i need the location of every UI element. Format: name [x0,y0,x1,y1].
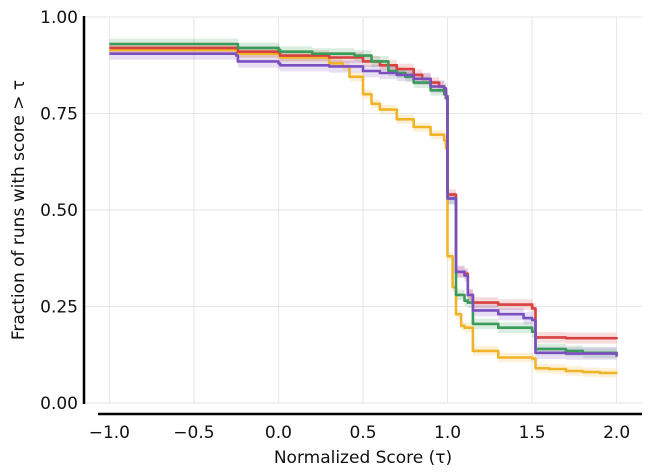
x-tick-label: 0.5 [349,423,376,443]
x-axis-title: Normalized Score (τ) [274,448,452,468]
grid [84,16,642,404]
series-line-orange [109,48,618,375]
series-lines [109,42,618,375]
x-tick-label: −1.0 [89,423,130,443]
y-tick-label: 0.00 [40,394,78,414]
y-tick-label: 0.25 [40,298,78,318]
x-tick-label: −0.5 [173,423,214,443]
x-tick-label: 2.0 [603,423,630,443]
y-tick-label: 1.00 [40,8,78,28]
x-tick-label: 1.5 [519,423,546,443]
y-tick-label: 0.50 [40,201,78,221]
y-axis-title: Fraction of runs with score > τ [9,80,29,340]
x-tick-label: 1.0 [434,423,461,443]
x-tick-label: 0.0 [265,423,292,443]
y-tick-label: 0.75 [40,105,78,125]
series-line-green [109,42,618,355]
axis-ticks: 0.00 0.25 0.50 0.75 1.00 −1.0 −0.5 0.0 0.5 1.0 1.5… [40,8,630,443]
series-line-purple [109,52,618,357]
